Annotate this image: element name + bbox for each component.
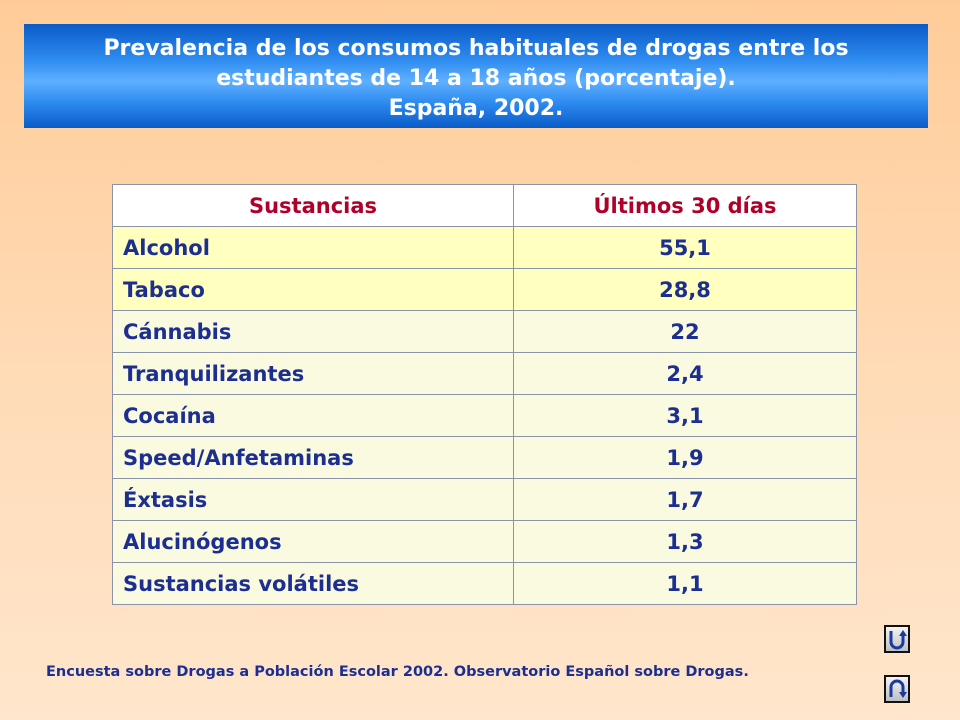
header-last-30-days: Últimos 30 días (513, 184, 857, 227)
substance-value: 2,4 (513, 352, 857, 395)
title-banner: Prevalencia de los consumos habituales d… (24, 24, 928, 128)
substance-name: Tabaco (112, 268, 514, 311)
source-note: Encuesta sobre Drogas a Población Escola… (46, 664, 749, 680)
return-arrow-icon (889, 630, 907, 650)
substance-name: Alcohol (112, 226, 514, 269)
table-row: Alucinógenos 1,3 (112, 520, 857, 563)
substance-value: 28,8 (513, 268, 857, 311)
table-row: Cocaína 3,1 (112, 394, 857, 437)
substance-value: 3,1 (513, 394, 857, 437)
header-substances: Sustancias (112, 184, 514, 227)
prevalence-table: Sustancias Últimos 30 días Alcohol 55,1 … (112, 184, 857, 605)
substance-value: 1,9 (513, 436, 857, 479)
table-row: Speed/Anfetaminas 1,9 (112, 436, 857, 479)
table-row: Tranquilizantes 2,4 (112, 352, 857, 395)
substance-name: Cocaína (112, 394, 514, 437)
substance-name: Cánnabis (112, 310, 514, 353)
substance-name: Tranquilizantes (112, 352, 514, 395)
substance-name: Alucinógenos (112, 520, 514, 563)
table-row: Éxtasis 1,7 (112, 478, 857, 521)
forward-button[interactable] (884, 675, 910, 703)
substance-value: 55,1 (513, 226, 857, 269)
table-row: Alcohol 55,1 (112, 226, 857, 269)
substance-name: Speed/Anfetaminas (112, 436, 514, 479)
table-row: Tabaco 28,8 (112, 268, 857, 311)
table-header-row: Sustancias Últimos 30 días (112, 184, 857, 227)
substance-value: 1,1 (513, 562, 857, 605)
title-line-2: estudiantes de 14 a 18 años (porcentaje)… (216, 66, 736, 91)
substance-name: Éxtasis (112, 478, 514, 521)
table-row: Sustancias volátiles 1,1 (112, 562, 857, 605)
substance-value: 22 (513, 310, 857, 353)
title-line-3: España, 2002. (388, 96, 564, 121)
u-turn-arrow-icon (889, 679, 907, 698)
title-line-1: Prevalencia de los consumos habituales d… (103, 36, 849, 61)
back-button[interactable] (884, 625, 910, 653)
substance-value: 1,7 (513, 478, 857, 521)
substance-name: Sustancias volátiles (112, 562, 514, 605)
substance-value: 1,3 (513, 520, 857, 563)
table-row: Cánnabis 22 (112, 310, 857, 353)
